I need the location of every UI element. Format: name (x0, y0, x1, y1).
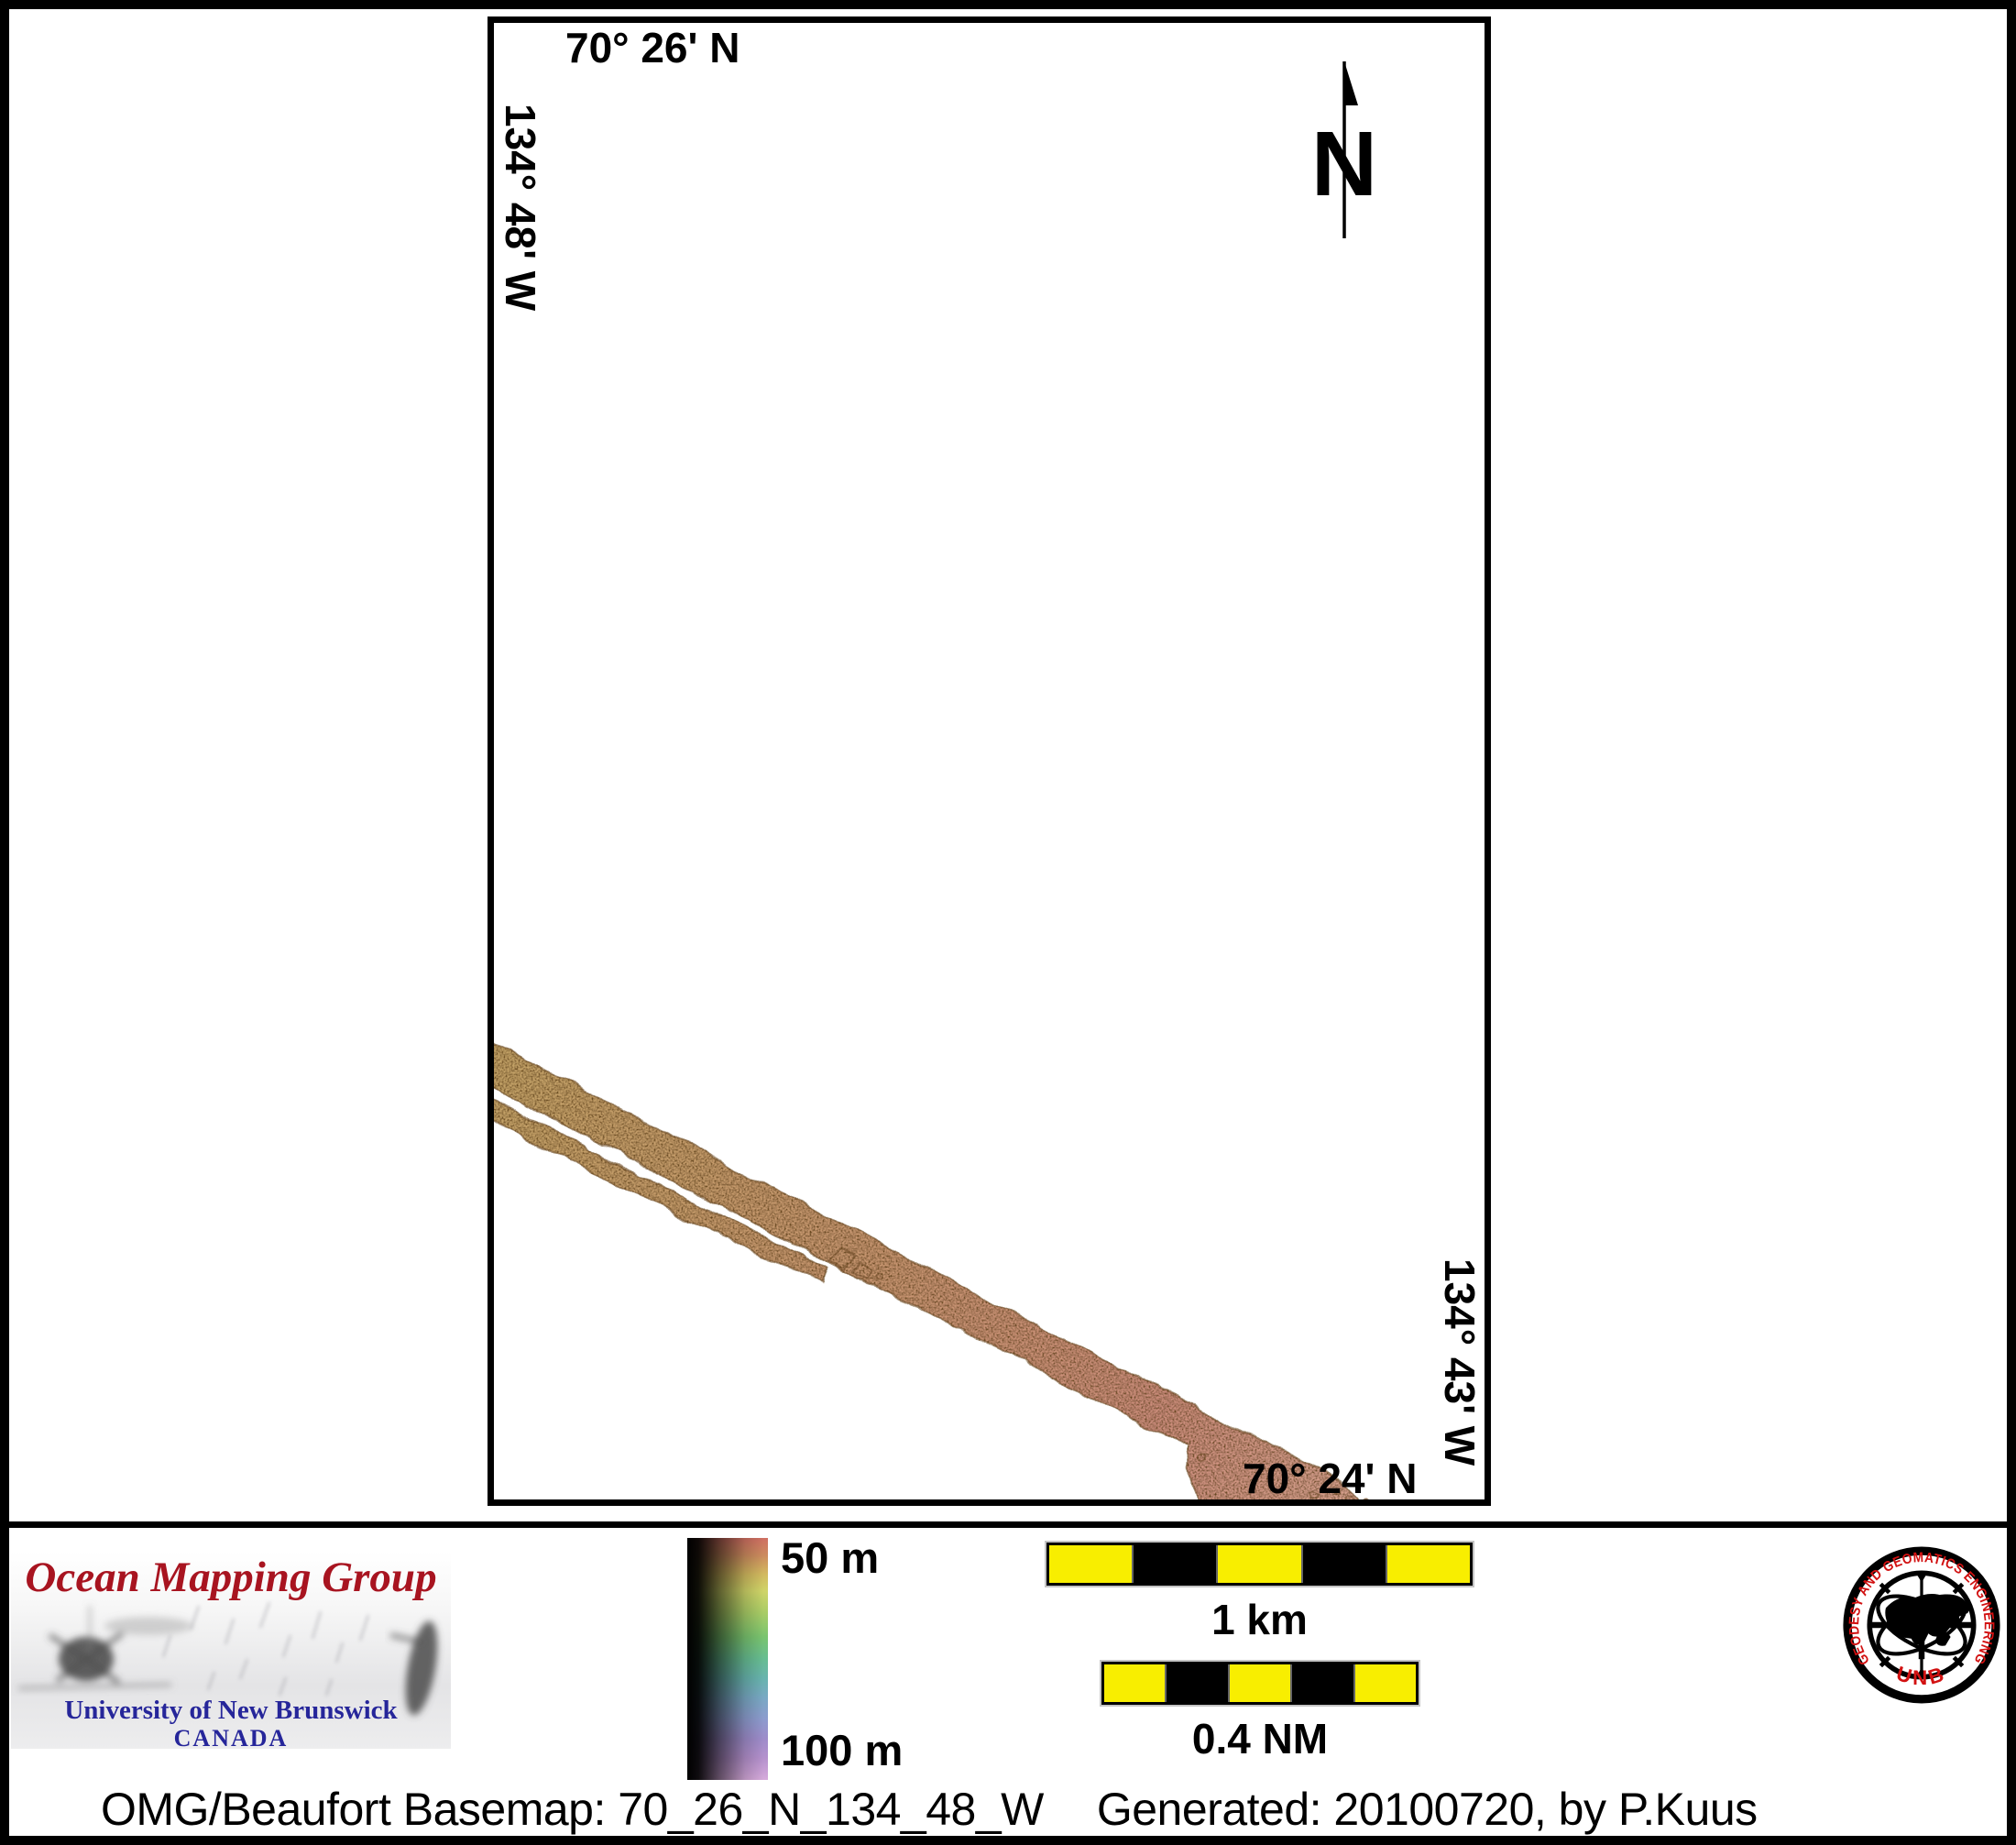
scalebar-segment (1165, 1664, 1228, 1702)
seal-globe (1869, 1574, 1974, 1676)
omg-title: Ocean Mapping Group (25, 1554, 437, 1601)
scalebar-segment (1385, 1545, 1471, 1583)
omg-subtitle: University of New Brunswick (64, 1696, 398, 1725)
swath-dot (1310, 1490, 1320, 1499)
scalebar-nm (1101, 1662, 1419, 1705)
scalebar-km-label: 1 km (1211, 1596, 1308, 1643)
scalebar-segment (1290, 1664, 1353, 1702)
scalebar-km (1046, 1543, 1473, 1586)
swath-main-line (494, 1042, 1360, 1499)
scalebar-segment (1132, 1545, 1217, 1583)
scalebar-segment (1049, 1545, 1133, 1583)
scalebar-segment (1227, 1664, 1291, 1702)
omg-country: CANADA (173, 1725, 289, 1750)
swath-dot (873, 1270, 882, 1279)
swath-dot (1197, 1455, 1206, 1464)
sonar-scratches (161, 1601, 370, 1697)
scalebar-segment (1104, 1664, 1166, 1702)
map-label-bottom-latitude: 70° 24' N (1243, 1455, 1418, 1502)
depth-colorbar-bottom-label: 100 m (781, 1726, 904, 1774)
caption: OMG/Beaufort Basemap: 70_26_N_134_48_W G… (101, 1785, 1758, 1835)
swath-dot (1332, 1487, 1340, 1494)
sonar-background-art (17, 1601, 438, 1716)
panel-divider (9, 1521, 2007, 1528)
bathymetry-swath (494, 1042, 1369, 1499)
caption-basemap-id: OMG/Beaufort Basemap: 70_26_N_134_48_W (101, 1784, 1044, 1835)
unb-geomatics-seal: GEODESY AND GEOMATICS ENGINEERING UNB (1843, 1546, 2000, 1704)
depth-colorbar (687, 1538, 768, 1780)
map-label-left-longitude: 134° 48' W (497, 104, 544, 312)
seal-continents (1885, 1593, 1970, 1646)
swath-secondary-line (494, 1098, 831, 1284)
north-arrow-head (1344, 61, 1358, 105)
north-arrow: N (1311, 61, 1377, 238)
swath-dot (1344, 1493, 1353, 1499)
helicopter-silhouette (17, 1606, 192, 1690)
north-arrow-letter: N (1311, 113, 1377, 215)
shipwreck-silhouette (389, 1620, 438, 1716)
map-label-top-latitude: 70° 26' N (565, 24, 740, 71)
omg-logo: Ocean Mapping Group University of New Br… (11, 1551, 451, 1749)
scalebar-segment (1216, 1545, 1301, 1583)
swath-fragment (853, 1258, 873, 1279)
map-frame: 70° 26' N 134° 48' W 134° 43' W 70° 24' … (488, 16, 1491, 1506)
scalebar-segment (1300, 1545, 1386, 1583)
depth-colorbar-top-label: 50 m (781, 1533, 880, 1582)
scalebar-segment (1353, 1664, 1417, 1702)
map-label-right-longitude: 134° 43' W (1436, 1258, 1484, 1466)
scalebar-nm-label: 0.4 NM (1191, 1715, 1329, 1763)
swath-fragment (831, 1246, 855, 1270)
caption-generated: Generated: 20100720, by P.Kuus (1096, 1784, 1758, 1835)
